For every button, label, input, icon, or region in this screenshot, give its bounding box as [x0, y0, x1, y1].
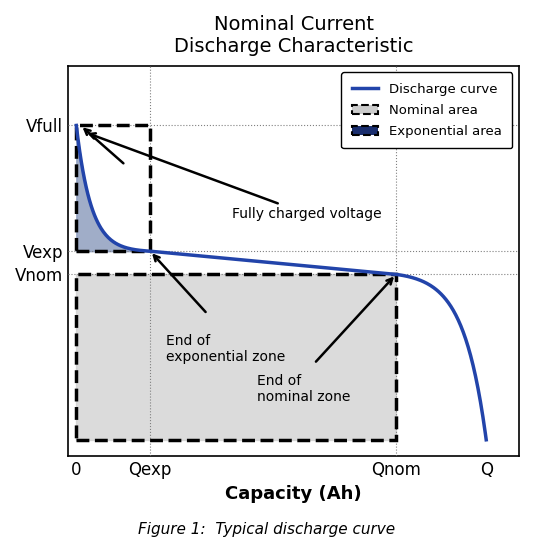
X-axis label: Capacity (Ah): Capacity (Ah): [225, 485, 362, 502]
Text: End of
exponential zone: End of exponential zone: [167, 334, 286, 364]
Title: Nominal Current
Discharge Characteristic: Nominal Current Discharge Characteristic: [174, 15, 413, 56]
Bar: [76, 125, 150, 251]
Bar: [76, 274, 396, 440]
Text: Figure 1:  Typical discharge curve: Figure 1: Typical discharge curve: [138, 522, 396, 537]
Text: Fully charged voltage: Fully charged voltage: [90, 134, 382, 221]
Text: End of
nominal zone: End of nominal zone: [257, 374, 350, 404]
Legend: Discharge curve, Nominal area, Exponential area: Discharge curve, Nominal area, Exponenti…: [341, 72, 513, 148]
